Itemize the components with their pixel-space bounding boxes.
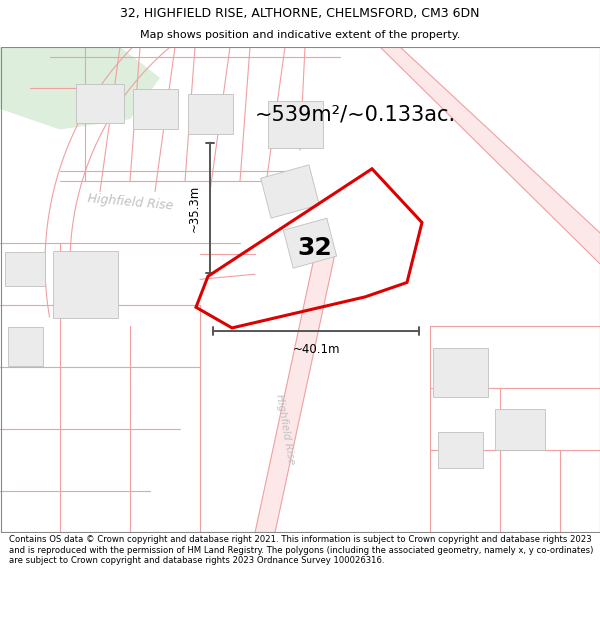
Polygon shape [380,47,600,264]
Bar [53,251,118,318]
Text: 32, HIGHFIELD RISE, ALTHORNE, CHELMSFORD, CM3 6DN: 32, HIGHFIELD RISE, ALTHORNE, CHELMSFORD… [120,7,480,19]
Bar [283,218,337,268]
Bar [437,432,482,468]
Polygon shape [0,47,160,129]
Polygon shape [255,254,335,532]
Text: Highfield Rise: Highfield Rise [86,192,173,212]
Bar [260,165,319,218]
Text: ~539m²/~0.133ac.: ~539m²/~0.133ac. [254,104,455,124]
Bar [187,94,233,134]
Bar [7,327,43,366]
Text: Contains OS data © Crown copyright and database right 2021. This information is : Contains OS data © Crown copyright and d… [9,535,593,565]
Text: ~40.1m: ~40.1m [292,343,340,356]
Bar [495,409,545,450]
Bar [5,253,45,286]
Bar [433,348,487,397]
Text: Map shows position and indicative extent of the property.: Map shows position and indicative extent… [140,30,460,40]
Bar [268,101,323,148]
Text: ~35.3m: ~35.3m [187,184,200,232]
Text: 32: 32 [298,236,332,261]
Bar [76,84,124,123]
Text: Highfield Rise: Highfield Rise [274,393,296,465]
Bar [133,89,178,129]
